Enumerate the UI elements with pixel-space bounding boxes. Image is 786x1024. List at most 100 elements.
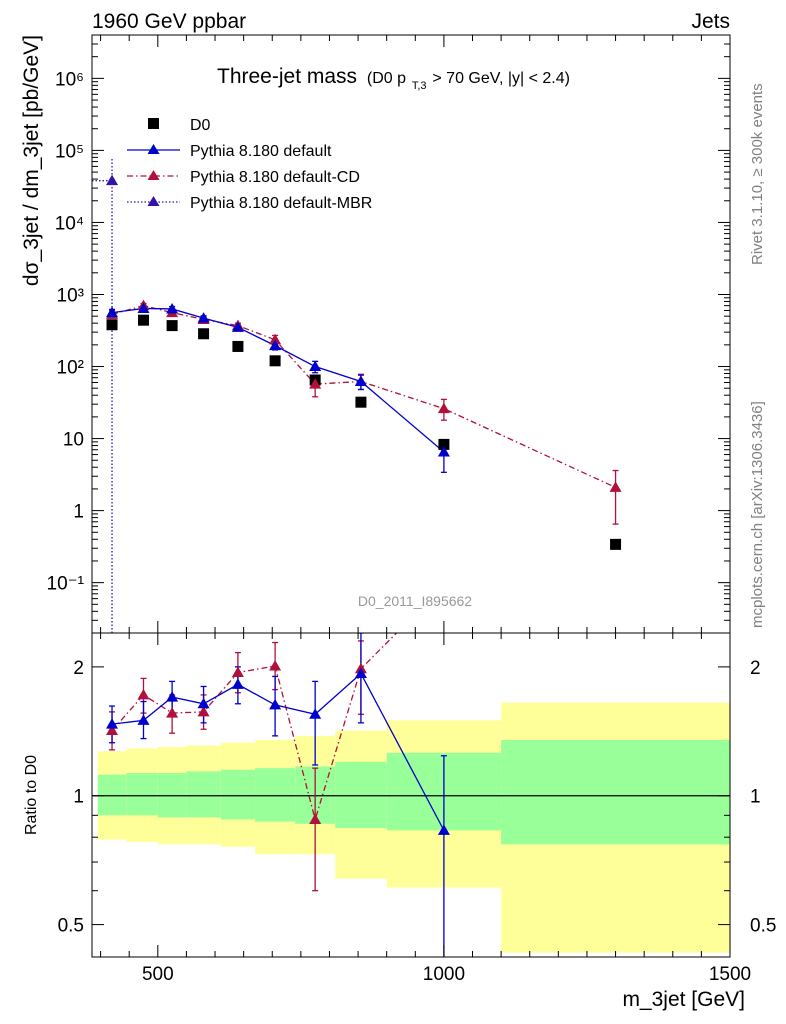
main-y-tick-label: 1 [73, 502, 84, 523]
cd-data-point [609, 481, 622, 492]
ratio-y-tick-label: 2 [73, 658, 84, 679]
ratio-default-point [106, 718, 119, 729]
header-right-label: Jets [691, 10, 730, 33]
ratio-x-ticks: 500 1000 1500 [100, 633, 751, 985]
d0-data-point [166, 320, 178, 332]
ratio-y-tick-label: 1 [73, 787, 84, 808]
ratio-default-point [166, 691, 179, 702]
d0-data-point [438, 438, 450, 450]
default-data-point [166, 302, 179, 314]
rivet-version-label: Rivet 3.1.10, ≥ 300k events [749, 83, 766, 265]
legend-marker-d0 [148, 118, 159, 129]
x-tick-label: 1000 [423, 964, 465, 985]
ratio-cd-point [106, 724, 119, 736]
main-panel-content [92, 157, 622, 633]
ratio-panel-frame [91, 632, 731, 958]
stat-uncertainty-band [255, 768, 296, 822]
legend-label-default: Pythia 8.180 default [190, 143, 332, 160]
main-y-tick-label: 10⁶ [55, 69, 84, 90]
d0-data-point [610, 538, 622, 550]
default-data-point [231, 321, 244, 332]
chart-title: Three-jet mass (D0 p T,3 > 70 GeV, |y| <… [217, 65, 570, 94]
stat-uncertainty-band [220, 769, 256, 820]
x-tick-label: 1500 [709, 964, 751, 985]
ratio-default-point [231, 678, 244, 689]
default-data-point [137, 302, 150, 313]
legend: D0 Pythia 8.180 default Pythia 8.180 def… [127, 117, 372, 212]
ratio-default-point [309, 708, 322, 719]
mbr-point [106, 174, 119, 186]
default-data-point [106, 306, 119, 318]
d0-data-point [137, 314, 149, 326]
chart-title-cut-open: (D0 p [367, 70, 406, 87]
ratio-cd-point [137, 688, 150, 700]
side-labels: Rivet 3.1.10, ≥ 300k events mcplots.cern… [749, 83, 766, 628]
ratio-default-point [197, 697, 210, 709]
legend-label-mbr: Pythia 8.180 default-MBR [190, 195, 372, 212]
main-y-tick-label: 10² [57, 358, 84, 379]
main-y-tick-label: 10⁵ [55, 141, 84, 162]
main-x-ticks [100, 35, 731, 633]
legend-marker-default [147, 144, 160, 154]
main-y-ticks: 10⁻¹ 1 10 10² 10³ 10⁴ 10⁵ 10⁶ [47, 34, 730, 634]
ratio-y-axis-label: Ratio to D0 [23, 755, 40, 835]
stat-uncertainty-band [126, 773, 158, 816]
legend-label-d0: D0 [190, 117, 211, 134]
ratio-y-ticks: 0.5 0.5 1 1 2 2 [58, 658, 777, 937]
ratio-cd-point [269, 659, 282, 671]
ratio-y-tick-label: 0.5 [58, 916, 84, 937]
default-data-point [309, 360, 322, 372]
ratio-cd-point [309, 813, 322, 825]
chart-title-cut-close: > 70 GeV, |y| < 2.4) [432, 70, 570, 87]
d0-data-point [269, 355, 281, 367]
default-data-point [197, 312, 210, 323]
legend-marker-mbr [147, 196, 160, 206]
header-labels: 1960 GeV ppbar Jets [92, 10, 730, 33]
x-axis-label: m_3jet [GeV] [622, 988, 745, 1011]
main-y-tick-label: 10⁻¹ [47, 574, 85, 595]
ratio-cd-point [197, 705, 210, 717]
main-panel: 10⁻¹ 1 10 10² 10³ 10⁴ 10⁵ 10⁶ Three-jet mass (D… [20, 34, 731, 634]
d0-data-point [232, 340, 244, 352]
default-data-point [437, 446, 450, 457]
ratio-y-tick-label-right: 0.5 [750, 916, 776, 937]
stat-uncertainty-band [501, 739, 730, 845]
default-series-line [111, 307, 445, 453]
ratio-cd-point [231, 666, 244, 678]
main-panel-frame [91, 34, 731, 634]
ratio-default-point [437, 824, 450, 835]
ratio-y-tick-label-right: 2 [750, 658, 761, 679]
analysis-id-label: D0_2011_I895662 [358, 593, 472, 609]
chart-title-cut-sub: T,3 [412, 80, 427, 92]
default-data-point [354, 375, 367, 386]
d0-data-point [355, 396, 367, 408]
ratio-panel: 0.5 0.5 1 1 2 2 500 1000 1500 Ratio to D0 m_3je… [23, 579, 777, 1011]
cd-data-point [309, 378, 322, 389]
stat-uncertainty-band [97, 774, 127, 816]
d0-data-point [198, 328, 210, 340]
x-tick-label: 500 [142, 964, 174, 985]
main-y-axis-label: dσ_3jet / dm_3jet [pb/GeV] [20, 35, 43, 286]
cd-series-line [111, 304, 616, 488]
mcplots-label: mcplots.cern.ch [arXiv:1306.3436] [749, 401, 766, 628]
cd-data-point [437, 402, 450, 414]
stat-uncertainty-band [335, 761, 387, 829]
default-data-point [269, 339, 282, 351]
header-left-label: 1960 GeV ppbar [92, 10, 246, 33]
ratio-default-point [269, 698, 282, 710]
ratio-panel-content [92, 579, 730, 957]
chart-title-main: Three-jet mass [217, 65, 357, 88]
d0-data-point [106, 319, 118, 331]
main-y-tick-label: 10 [63, 430, 84, 451]
main-y-tick-label: 10⁴ [55, 213, 84, 234]
legend-label-cd: Pythia 8.180 default-CD [190, 169, 360, 186]
main-y-tick-label: 10³ [57, 285, 84, 306]
cd-data-point [269, 333, 282, 345]
ratio-cd-point [438, 579, 450, 590]
ratio-y-tick-label-right: 1 [750, 787, 761, 808]
legend-marker-cd [147, 170, 160, 180]
ratio-default-point [137, 714, 150, 725]
stat-uncertainty-band [186, 771, 221, 818]
ratio-default-point [354, 667, 367, 679]
